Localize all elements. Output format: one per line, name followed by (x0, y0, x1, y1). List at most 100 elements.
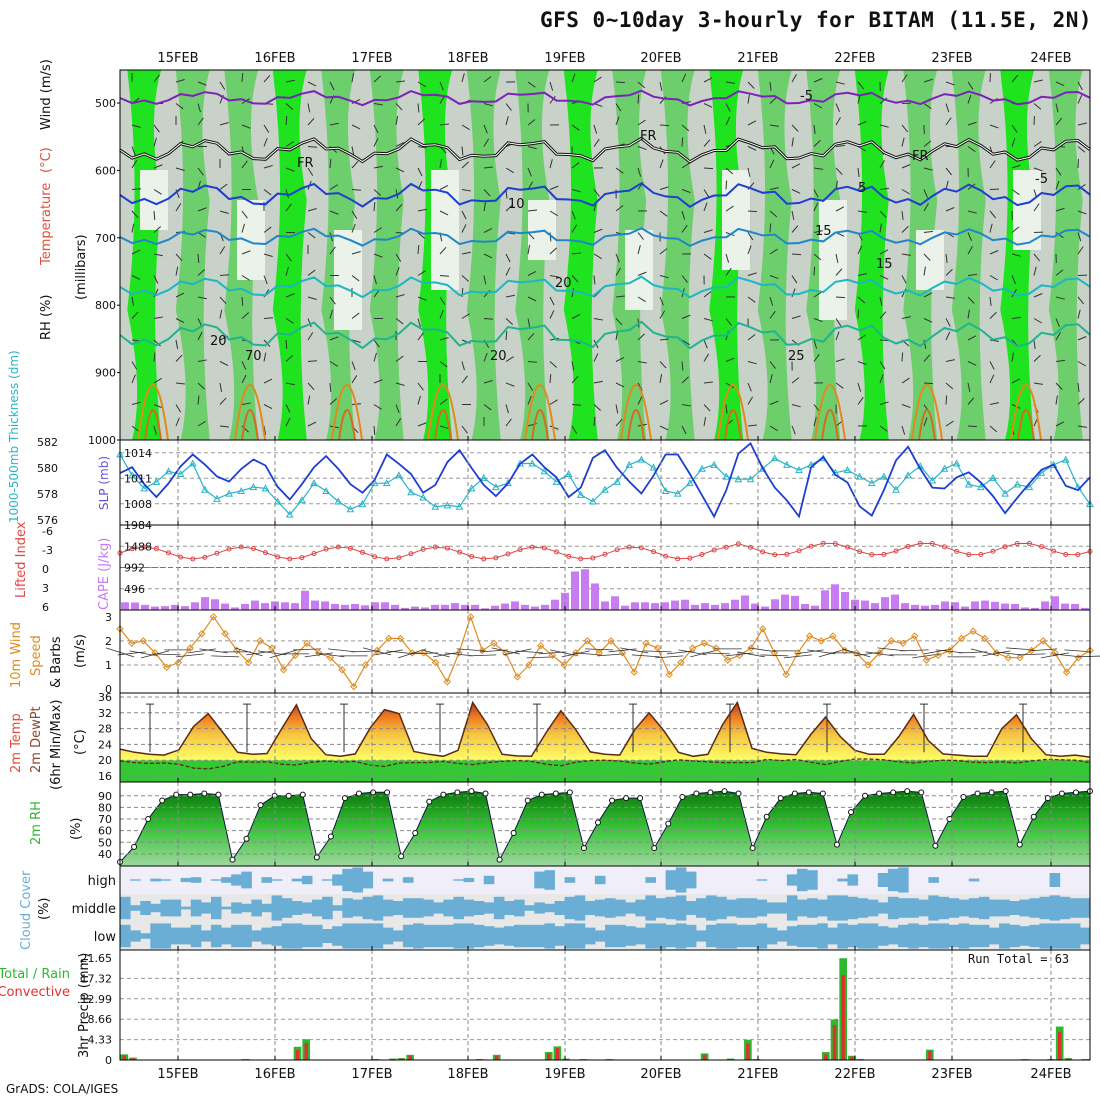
ylabel-temperature: Temperature (39, 183, 54, 266)
cloud-cover-bar-low (352, 923, 363, 948)
cloud-cover-bar-low (140, 933, 151, 939)
cloud-cover-bar-low (251, 930, 262, 941)
cloud-cover-bar-middle (474, 901, 485, 915)
cape-bar (521, 605, 529, 610)
wind-barb (946, 396, 947, 405)
cloud-cover-bar-low (403, 925, 414, 947)
date-label-top: 22FEB (834, 51, 875, 66)
cloud-cover-bar-high (130, 879, 141, 880)
cape-bar (341, 605, 349, 610)
cape-bar (601, 601, 609, 610)
cloud-cover-bar-low (989, 928, 1000, 945)
cloud-cover-bar-low (464, 923, 475, 948)
cloud-cover-bar-middle (1039, 897, 1050, 919)
temp-tick-label: 20 (98, 754, 112, 767)
ylabel-total-rain: Total / Rain (0, 967, 70, 982)
cloud-cover-bar-low (645, 923, 656, 948)
cloud-cover-bar-middle (928, 895, 939, 920)
cape-bar (641, 602, 649, 610)
thickness-tick-label: 582 (37, 436, 58, 449)
wind-barb-10m (644, 651, 672, 652)
wind-tick-label: 3 (105, 611, 112, 624)
cape-bar (1011, 604, 1019, 610)
precip-convective-bar (746, 1044, 749, 1060)
cape-bar (221, 604, 229, 610)
cloud-cover-bar-middle (969, 898, 980, 918)
cape-bar (971, 601, 979, 610)
cape-bar (921, 606, 929, 610)
cloud-cover-bar-middle (352, 900, 363, 917)
cloud-cover-bar-low (716, 923, 727, 948)
cloud-cover-bar-middle (221, 907, 232, 910)
contour-label: 20 (490, 349, 507, 364)
cape-bar (541, 605, 549, 610)
cloud-cover-bar-middle (211, 897, 222, 919)
cloud-cover-bar-low (918, 925, 929, 947)
footer-credit: GrADS: COLA/IGES (6, 1082, 118, 1096)
cape-bar (411, 607, 419, 610)
cape-bar (451, 603, 459, 610)
cloud-level-label: high (88, 874, 116, 889)
cloud-cover-bar-middle (433, 902, 444, 913)
cape-bar (301, 591, 309, 610)
lifted-tick-label: -3 (42, 544, 53, 557)
thickness-tick-label: 578 (37, 488, 58, 501)
cape-bar (311, 601, 319, 610)
cape-bar (621, 606, 629, 610)
cloud-cover-bar-high (888, 869, 899, 891)
cloud-cover-bar-middle (918, 900, 929, 917)
cape-bar (251, 601, 259, 610)
cloud-cover-bar-middle (635, 900, 646, 917)
contour-label: -5 (1035, 172, 1048, 187)
cloud-cover-bar-high (878, 873, 889, 887)
cloud-cover-bar-low (605, 925, 616, 947)
cloud-cover-bar-low (413, 923, 424, 948)
pressure-tick-label: 700 (95, 232, 116, 245)
cloud-cover-bar-low (261, 928, 272, 945)
cloud-cover-bar-middle (322, 897, 333, 919)
precip-convective-bar (833, 1025, 836, 1060)
wind-barb (726, 181, 727, 190)
cloud-cover-bar-middle (807, 898, 818, 918)
date-label-bottom: 21FEB (737, 1067, 778, 1082)
cloud-cover-bar-low (888, 928, 899, 945)
cloud-cover-bar-low (575, 923, 586, 948)
contour-label: FR (912, 149, 929, 164)
cape-bar (771, 599, 779, 610)
rh-point (624, 796, 629, 801)
cape-bar (701, 603, 709, 610)
ylabel-cloud-unit: (%) (37, 898, 52, 921)
cloud-cover-bar-middle (645, 895, 656, 920)
cloud-cover-bar-low (777, 930, 788, 941)
date-label-top: 19FEB (544, 51, 585, 66)
contour-label: 15 (876, 257, 893, 272)
cloud-cover-bar-middle (373, 895, 384, 920)
cloud-cover-bar-low (706, 925, 717, 947)
cloud-cover-bar-high (686, 872, 697, 889)
rh-point (638, 796, 643, 801)
cloud-cover-bar-middle (656, 898, 667, 918)
lifted-tick-label: 3 (42, 582, 49, 595)
date-label-bottom: 24FEB (1030, 1067, 1071, 1082)
rh-dry-patch (819, 200, 847, 320)
cloud-cover-bar-low (423, 925, 434, 947)
wind-barb (814, 267, 815, 276)
cloud-cover-bar-middle (1070, 898, 1081, 918)
ylabel-wind-unit: (m/s) (73, 634, 88, 668)
cape-bar (151, 607, 159, 610)
cloud-cover-bar-middle (989, 900, 1000, 917)
wind-barb (858, 310, 859, 319)
wind-barb-10m (1018, 654, 1046, 655)
wind-barb (924, 383, 933, 384)
contour-label: 10 (508, 197, 525, 212)
cloud-cover-bar-middle (787, 895, 798, 920)
cloud-cover-bar-low (848, 925, 859, 947)
cloud-cover-bar-middle (746, 898, 757, 918)
date-label-bottom: 17FEB (351, 1067, 392, 1082)
cape-bar (881, 597, 889, 610)
cloud-cover-bar-middle (908, 898, 919, 918)
cloud-cover-bar-middle (848, 897, 859, 919)
rh-point (680, 794, 685, 799)
cloud-cover-bar-high (160, 879, 171, 880)
slp-tick-label: 1011 (124, 472, 152, 485)
